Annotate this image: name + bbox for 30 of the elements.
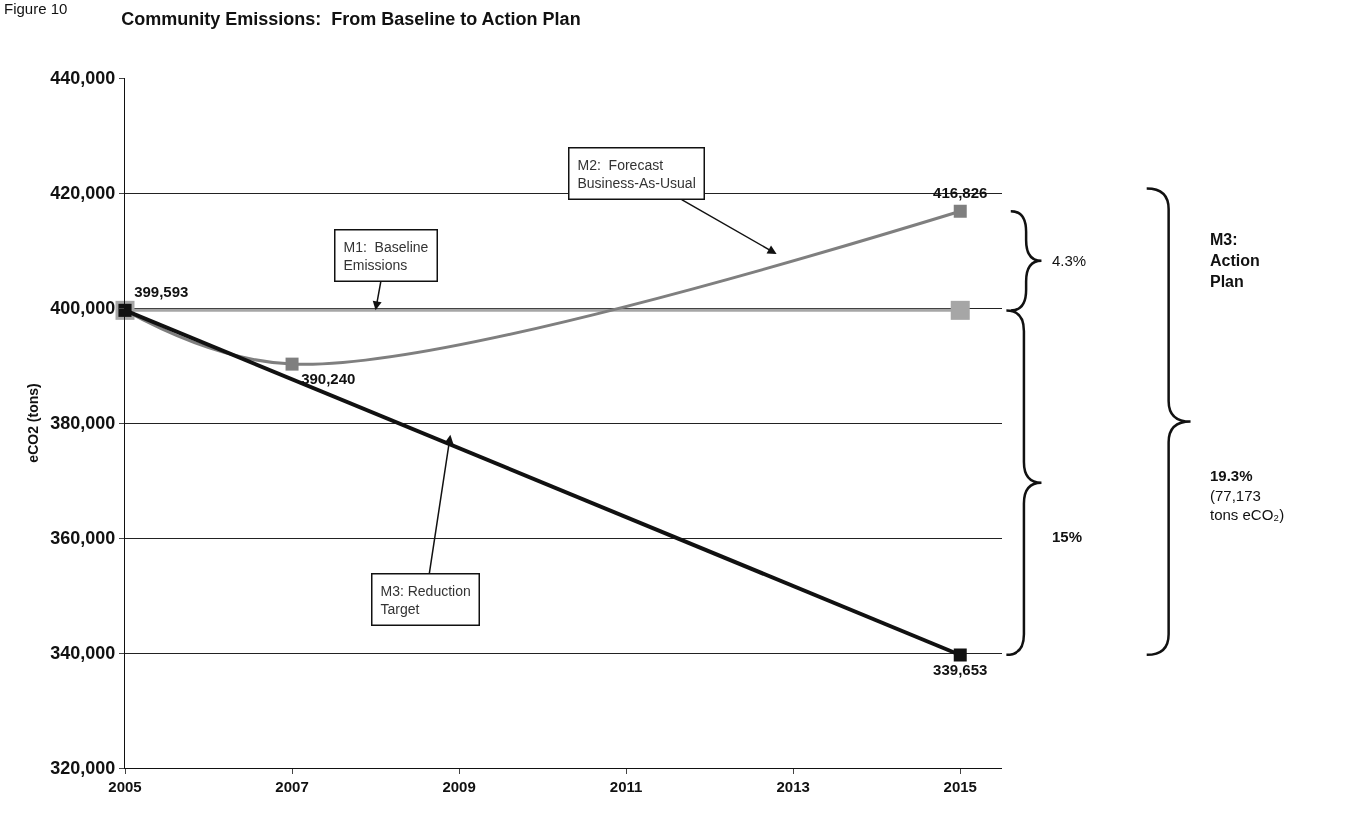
data-label: 399,593 [134,283,189,301]
text: 15% [1052,528,1083,545]
x-tick-label: 2011 [609,778,643,795]
point [953,204,967,218]
text: M3: Action Plan [1210,231,1260,290]
annotation: M2: Forecast Business-As-Usual [577,156,696,191]
y-tick-label: 380,000 [50,413,116,434]
y-tick-label: 340,000 [50,643,116,664]
text: 4.3% [1052,252,1087,269]
y-tick-label: 440,000 [50,68,116,89]
x-tick-label: 2007 [275,778,309,795]
x-tick-label: 2005 [108,778,142,795]
text: 19.3% (77,173 tons eCO₂) [1210,467,1285,523]
y-tick-label: 420,000 [50,183,116,204]
x-tick-label: 2015 [943,778,977,795]
point [950,300,970,320]
x-tick-label: 2009 [442,778,476,795]
y-axis-title: eCO2 (tons) [24,383,41,463]
data-label: 390,240 [301,370,356,388]
y-tick-label: 360,000 [50,528,116,549]
y-tick-label: 320,000 [50,758,116,779]
y-tick-label: 400,000 [50,298,116,319]
annotation: M1: Baseline Emissions [343,238,429,273]
point [285,357,299,371]
caption: Figure 10 [4,0,68,17]
annotation: M3: Reduction Target [380,582,471,617]
chart-title: Community Emissions: From Baseline to Action Plan [121,8,581,29]
point [953,648,967,662]
data-label: 339,653 [933,661,988,679]
x-tick-label: 2013 [776,778,810,795]
